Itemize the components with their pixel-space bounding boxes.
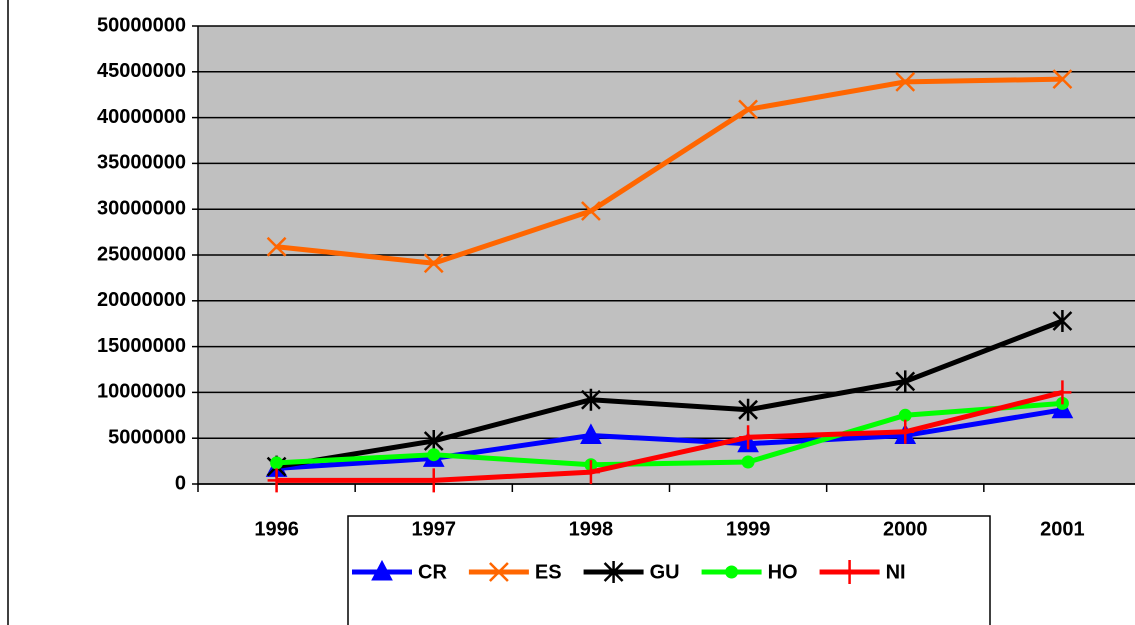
y-tick-label: 45000000 bbox=[97, 60, 186, 82]
legend-marker bbox=[371, 559, 393, 581]
legend-box bbox=[347, 515, 991, 625]
marker bbox=[738, 99, 758, 120]
series-line bbox=[276, 389, 1064, 483]
x-tick-label: 1999 bbox=[726, 518, 771, 540]
x-tick-label: 1998 bbox=[569, 518, 614, 540]
marker bbox=[270, 456, 284, 470]
legend-item: NI bbox=[819, 560, 906, 584]
marker bbox=[739, 425, 758, 450]
series-line bbox=[276, 400, 1063, 468]
legend-marker bbox=[489, 562, 509, 582]
series bbox=[267, 380, 1072, 493]
legend-marker bbox=[840, 560, 859, 584]
legend-label: GU bbox=[650, 561, 680, 583]
legend-item: CR bbox=[352, 559, 447, 583]
marker bbox=[581, 388, 601, 411]
legend-marker bbox=[603, 561, 624, 583]
y-tick-label: 30000000 bbox=[97, 197, 186, 219]
legend-label: ES bbox=[535, 561, 562, 583]
legend-label: CR bbox=[418, 561, 447, 583]
y-tick-label: 50000000 bbox=[97, 14, 186, 36]
x-tick-label: 1996 bbox=[254, 518, 299, 540]
legend-marker bbox=[725, 565, 739, 579]
legend-label: HO bbox=[768, 561, 798, 583]
marker bbox=[738, 398, 758, 421]
marker bbox=[581, 201, 601, 221]
marker bbox=[267, 468, 286, 493]
series-line bbox=[276, 76, 1063, 266]
x-tick-label: 2001 bbox=[1040, 518, 1085, 540]
y-tick-label: 25000000 bbox=[97, 243, 186, 265]
series bbox=[270, 396, 1069, 472]
series bbox=[266, 69, 1073, 274]
marker bbox=[898, 408, 912, 422]
legend-label: NI bbox=[886, 561, 906, 583]
marker bbox=[266, 236, 287, 257]
marker bbox=[741, 455, 755, 469]
marker bbox=[581, 460, 600, 485]
marker bbox=[895, 370, 916, 393]
y-tick-label: 0 bbox=[175, 472, 186, 494]
marker bbox=[427, 448, 441, 462]
marker bbox=[424, 468, 443, 493]
series-line bbox=[276, 318, 1064, 470]
y-tick-label: 40000000 bbox=[97, 106, 186, 128]
y-tick-label: 5000000 bbox=[108, 426, 186, 448]
marker bbox=[896, 419, 915, 444]
y-tick-label: 20000000 bbox=[97, 289, 186, 311]
marker bbox=[423, 253, 444, 274]
marker bbox=[895, 71, 916, 92]
marker bbox=[1052, 309, 1073, 332]
series bbox=[266, 309, 1073, 478]
marker bbox=[580, 423, 602, 444]
y-tick-label: 15000000 bbox=[97, 335, 186, 357]
legend-item: ES bbox=[468, 561, 562, 583]
y-tick-label: 35000000 bbox=[97, 152, 186, 174]
marker bbox=[1053, 380, 1072, 405]
legend-item: HO bbox=[701, 561, 798, 583]
marker bbox=[1052, 69, 1073, 90]
x-tick-label: 2000 bbox=[883, 518, 928, 540]
legend-item: GU bbox=[583, 561, 680, 583]
series-line bbox=[276, 407, 1063, 471]
y-tick-label: 10000000 bbox=[97, 381, 186, 403]
x-tick-label: 1997 bbox=[412, 518, 457, 540]
